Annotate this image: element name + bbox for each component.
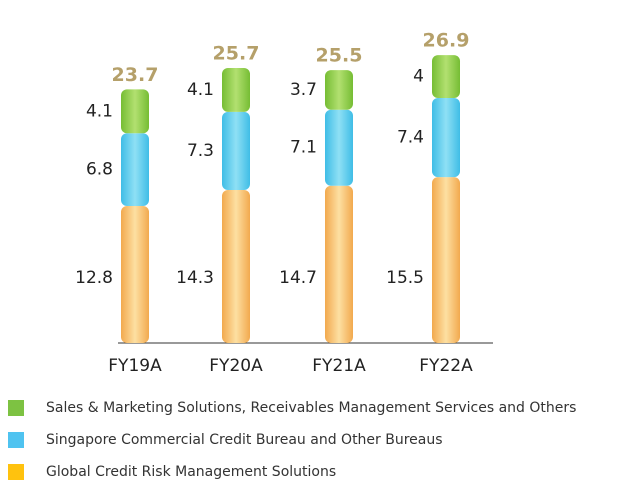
segment-label: 7.4 [397,128,424,148]
segment-label: 6.8 [86,160,113,180]
bar-segment [222,111,250,190]
bar-segment [121,133,149,207]
bar-segment [222,68,250,112]
legend-swatch [8,400,24,416]
legend-label: Global Credit Risk Management Solutions [46,464,336,480]
total-label: 23.7 [112,64,159,86]
total-label: 25.7 [213,43,260,65]
segment-label: 4.1 [187,80,214,100]
bar-segment [432,177,460,343]
bar-segment [325,70,353,110]
x-tick-label: FY19A [108,356,162,376]
bar-segment [121,206,149,343]
segment-label: 4.1 [86,101,113,121]
segment-label: 4 [413,67,424,87]
x-tick-label: FY22A [419,356,473,376]
legend-label: Sales & Marketing Solutions, Receivables… [46,400,576,416]
segment-label: 14.3 [176,268,214,288]
segment-label: 15.5 [386,268,424,288]
bar-segment [325,109,353,186]
x-tick-label: FY20A [209,356,263,376]
segment-label: 14.7 [279,268,317,288]
legend-swatch [8,464,24,480]
legend-label: Singapore Commercial Credit Bureau and O… [46,432,443,448]
segment-label: 7.1 [290,138,317,158]
legend-swatch [8,432,24,448]
x-tick-label: FY21A [312,356,366,376]
bar-segment [121,89,149,134]
segment-label: 12.8 [75,268,113,288]
total-label: 25.5 [316,45,363,67]
bar-segment [222,189,250,343]
total-label: 26.9 [423,30,470,52]
bar-segment [325,185,353,343]
bar-segment [432,97,460,178]
segment-label: 3.7 [290,80,317,100]
segment-label: 7.3 [187,141,214,161]
bar-segment [432,55,460,98]
